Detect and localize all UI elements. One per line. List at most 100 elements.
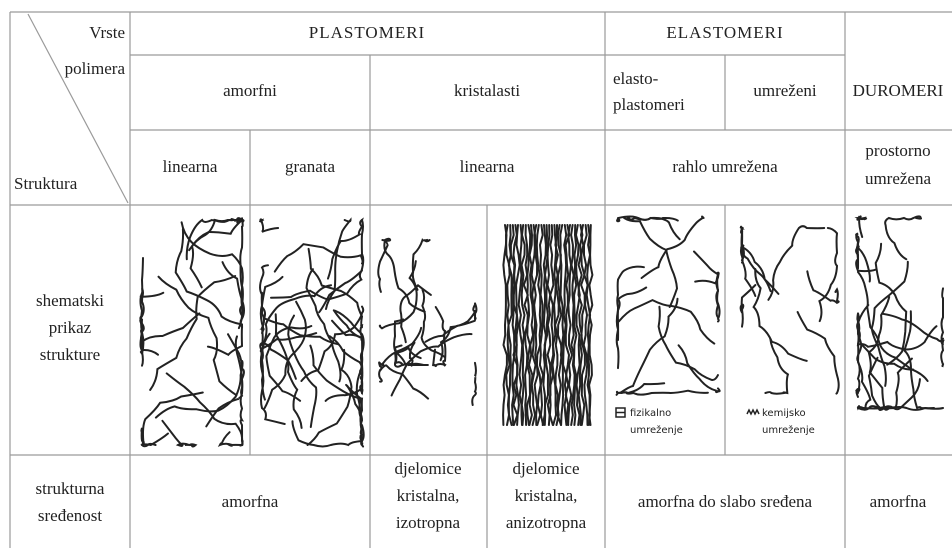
sketch-line [818,227,839,323]
sketch-line [140,427,169,447]
sketch-line [407,341,429,367]
sketch-line [260,332,318,401]
structure: linearna [163,157,218,176]
sketch-line [855,232,877,273]
sketch-line [874,242,908,366]
sketch-line [157,275,238,397]
sketch-line [377,237,392,293]
sketch-line [378,326,423,372]
sketch-line [188,217,243,252]
sketch-line [345,383,365,448]
group: PLASTOMERI [309,23,425,42]
sketch-line [502,224,508,426]
sketch-line [640,215,705,279]
grid [9,11,952,548]
diagonal [27,13,129,204]
sketch-line [471,361,477,406]
header-label: Struktura [14,174,78,193]
sketch-line [870,260,909,387]
sketch-line [764,337,790,395]
sketch-line [259,218,280,233]
sketch-line [564,224,571,426]
sketch-line [657,305,719,381]
sketch-line [154,333,243,419]
sketch-line [411,238,431,291]
sketch-line [507,224,513,426]
sketch-line [149,275,237,391]
sketch-line [548,224,555,426]
sketch-line [535,224,542,426]
structure-sketches [139,215,945,448]
legend-text: kemijsko [762,408,806,419]
sketch-line [739,284,757,328]
sketch-line [390,333,473,397]
sketch-line [434,306,447,366]
sketch-line [439,303,477,362]
row-label: sređenost [38,506,102,525]
sketch-line [570,224,576,426]
sketch-line [300,305,365,382]
sketch-line [265,325,313,402]
row-label: strukturna [36,479,105,498]
sketch-line [541,224,547,426]
subgroup: kristalasti [454,81,520,100]
sketch-line [538,224,545,426]
structure: prostorno [865,141,930,160]
sketch-line [567,224,574,426]
structure: linearna [460,157,515,176]
sketch-line [263,300,307,410]
cell: kristalna, [515,486,578,505]
row-label: prikaz [49,318,92,337]
sketch-line [619,297,679,394]
group: DUROMERI [853,81,944,100]
sketch-line [420,288,446,359]
sketch-line [677,344,721,394]
subgroup: plastomeri [613,95,685,114]
sketch-line [180,221,244,317]
cell: djelomice [394,459,461,478]
sketch-line [259,264,269,347]
subgroup: amorfni [223,81,277,100]
sketch-line [318,219,365,314]
sketch-line [616,265,645,341]
cell: anizotropna [506,513,587,532]
sketch-line [867,356,944,411]
cell: amorfna [222,492,279,511]
sketch-line [577,224,584,426]
row-label: strukture [40,345,100,364]
row-label: shematski [36,291,104,310]
sketch-line [234,335,245,442]
sketch-line [530,224,537,426]
sketch-line [940,287,945,368]
sketch-line [287,314,318,428]
sketch-line [574,224,581,426]
legend-text: fizikalno [630,408,671,419]
sketch-line [752,268,808,362]
legend-text: umreženje [762,424,815,436]
sketch-line [517,224,524,426]
legend-text: umreženje [630,424,683,436]
sketch-line [854,215,868,238]
header-label: Vrste [89,23,125,42]
sketch-line [857,271,929,382]
sketch-line [217,431,244,448]
sketch-line [527,224,535,426]
sketch-line [378,364,430,400]
legend-icon [746,408,760,416]
cell: amorfna do slabo sređena [638,492,813,511]
sketch-line [903,310,935,410]
cell: amorfna [870,492,927,511]
cell: izotropna [396,513,461,532]
sketch-line [740,226,772,293]
sketch-line [796,311,840,395]
sketch-line [393,318,411,366]
sketch-line [161,419,198,448]
subgroup: umreženi [753,81,817,100]
group: ELASTOMERI [666,23,783,42]
sketch-line [328,335,364,386]
sketch-line [615,286,648,370]
sketch-line [618,298,716,345]
sketch-line [856,357,913,411]
